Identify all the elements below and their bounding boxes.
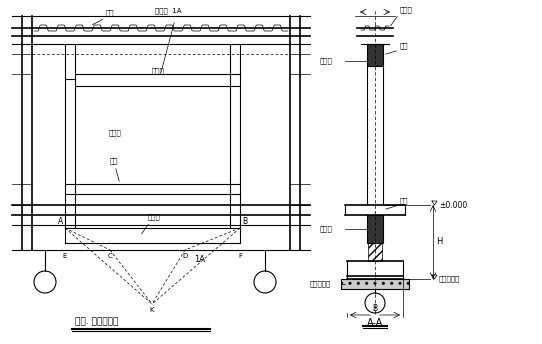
Text: E: E <box>63 253 67 259</box>
Bar <box>367 44 383 66</box>
Text: 图一. 门框梁布置: 图一. 门框梁布置 <box>75 318 118 326</box>
Bar <box>341 279 409 289</box>
Text: K: K <box>150 307 154 313</box>
Text: 地梁: 地梁 <box>110 158 119 164</box>
Text: D: D <box>182 253 188 259</box>
Text: 门框柱: 门框柱 <box>108 129 121 136</box>
Text: 圈梁: 圈梁 <box>400 42 409 49</box>
Text: A-A: A-A <box>367 318 383 328</box>
Text: 空心板  1A: 空心板 1A <box>155 7 182 14</box>
Text: 门框梁: 门框梁 <box>320 58 333 64</box>
Text: C: C <box>108 253 112 259</box>
Bar <box>367 215 383 243</box>
Text: F: F <box>238 253 242 259</box>
Text: 混凝土垫层: 混凝土垫层 <box>310 281 331 287</box>
Bar <box>368 243 382 261</box>
Text: 地基梁: 地基梁 <box>148 213 161 220</box>
Text: 地梁: 地梁 <box>400 197 409 204</box>
Text: H: H <box>436 237 442 247</box>
Text: 空心板: 空心板 <box>400 7 413 13</box>
Text: B: B <box>372 304 378 313</box>
Text: 1A: 1A <box>195 255 205 264</box>
Text: 圈梁: 圈梁 <box>106 9 114 16</box>
Text: 门框梁: 门框梁 <box>152 67 165 74</box>
Text: 基础底标高: 基础底标高 <box>439 276 460 282</box>
Text: A: A <box>58 217 63 226</box>
Text: ±0.000: ±0.000 <box>439 201 467 209</box>
Text: 地脚梁: 地脚梁 <box>320 226 333 232</box>
Text: B: B <box>242 217 247 226</box>
